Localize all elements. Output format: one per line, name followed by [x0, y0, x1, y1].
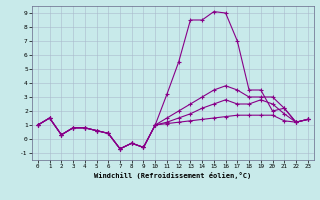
X-axis label: Windchill (Refroidissement éolien,°C): Windchill (Refroidissement éolien,°C) [94, 172, 252, 179]
